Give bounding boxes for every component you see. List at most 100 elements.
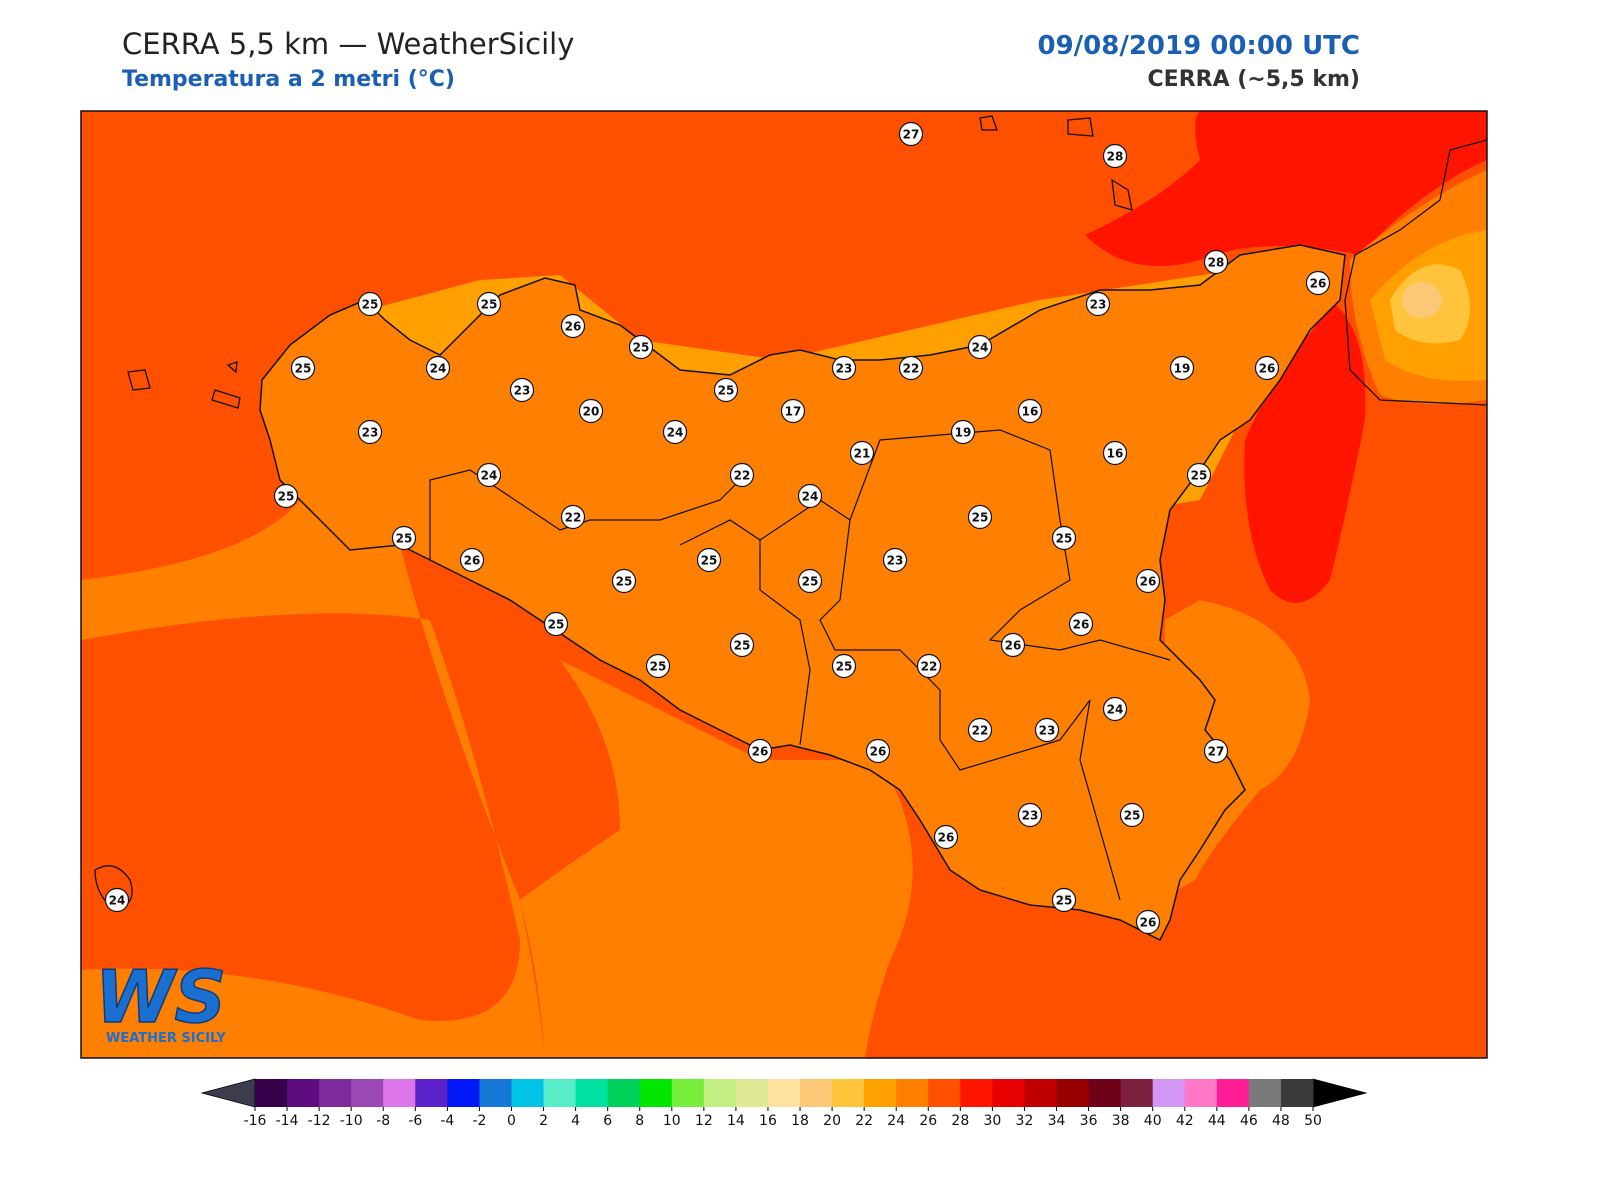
ionian-hot: [1244, 300, 1366, 603]
colorbar-swatch: [351, 1079, 384, 1107]
colorbar-tick-label: 30: [983, 1113, 1001, 1129]
sw-warm-sea: [81, 500, 545, 1058]
station-marker: [1203, 738, 1229, 764]
station-marker: [1034, 717, 1060, 743]
station-value: 24: [109, 894, 126, 908]
station-value: 16: [1107, 447, 1124, 461]
colorbar-swatch: [703, 1079, 737, 1107]
station-marker: [543, 611, 569, 637]
logo-text: WEATHER SICILY: [106, 1031, 226, 1046]
station-marker: [1305, 270, 1331, 296]
datetime: 09/08/2019 00:00 UTC: [1037, 31, 1360, 61]
colorbar-tick-label: 38: [1112, 1113, 1130, 1129]
colorbar-swatch: [639, 1079, 673, 1107]
station-marker: [729, 462, 755, 488]
station-marker: [898, 121, 924, 147]
station-value: 19: [955, 426, 972, 440]
calabria-coast: [1344, 139, 1487, 406]
colorbar-tick-label: 4: [571, 1113, 580, 1129]
station-marker: [882, 547, 908, 573]
colorbar-swatch: [415, 1079, 448, 1107]
colorbar-tick-label: 50: [1304, 1113, 1322, 1129]
colorbar-swatch: [671, 1079, 705, 1107]
colorbar-tick-label: 44: [1208, 1113, 1226, 1129]
colorbar-swatch: [928, 1079, 961, 1107]
station-marker: [780, 398, 806, 424]
station-marker: [1102, 143, 1128, 169]
colorbar-swatch: [479, 1079, 512, 1107]
station-value: 20: [583, 405, 600, 419]
colorbar: -16 -14 -12 -10 -8 -6 -4 -2 0 2 4 6 8 10 12 14 16 18 20 22 2…: [200, 1078, 1368, 1129]
station-marker: [645, 653, 671, 679]
station-marker: [425, 355, 451, 381]
subtitle: Temperatura a 2 metri (°C): [122, 67, 455, 92]
station-marker: [357, 419, 383, 445]
map: 27 28 28 26 25 25 26 25 25 24 25 23 22 24 23 19 26 23 20 17…: [81, 111, 1487, 1058]
colorbar-tick-label: 42: [1176, 1113, 1194, 1129]
station-value: 25: [362, 298, 379, 312]
colorbar-swatch: [832, 1079, 865, 1107]
station-marker: [1135, 909, 1161, 935]
station-marker: [967, 334, 993, 360]
colorbar-swatch: [287, 1079, 320, 1107]
colorbar-tick-label: 8: [635, 1113, 644, 1129]
colorbar-tick-label: 40: [1144, 1113, 1162, 1129]
station-marker: [611, 568, 637, 594]
colorbar-tick-label: -12: [308, 1113, 331, 1129]
station-marker: [849, 440, 875, 466]
station-marker: [916, 653, 942, 679]
colorbar-swatch: [447, 1079, 480, 1107]
station-marker: [1169, 355, 1195, 381]
station-marker: [391, 525, 417, 551]
station-value: 28: [1208, 256, 1225, 270]
station-marker: [290, 355, 316, 381]
colorbar-tick-label: -10: [340, 1113, 363, 1129]
colorbar-tick-label: 6: [603, 1113, 612, 1129]
colorbar-swatch: [992, 1079, 1025, 1107]
station-value: 24: [972, 341, 989, 355]
station-value: 24: [430, 362, 447, 376]
calabria-cooler: [1402, 282, 1442, 318]
colorbar-tick-label: 36: [1080, 1113, 1098, 1129]
station-marker: [865, 738, 891, 764]
station-value: 25: [802, 575, 819, 589]
station-value: 21: [854, 447, 871, 461]
station-marker: [662, 419, 688, 445]
station-marker: [831, 653, 857, 679]
station-value: 25: [1191, 469, 1208, 483]
station-value: 23: [887, 554, 904, 568]
station-value: 23: [1022, 809, 1039, 823]
colorbar-swatch: [1280, 1079, 1314, 1107]
colorbar-tick-label: -16: [244, 1113, 267, 1129]
station-marker: [578, 398, 604, 424]
station-value: 26: [1140, 575, 1157, 589]
station-value: 19: [1174, 362, 1191, 376]
station-marker: [1254, 355, 1280, 381]
colorbar-tick-label: 32: [1016, 1113, 1034, 1129]
colorbar-swatch: [800, 1079, 833, 1107]
colorbar-tick-label: 48: [1272, 1113, 1290, 1129]
colorbar-tick-label: -4: [440, 1113, 454, 1129]
station-value: 26: [870, 745, 887, 759]
map-frame: [80, 110, 1488, 1059]
station-marker: [104, 887, 130, 913]
station-value: 25: [1056, 532, 1073, 546]
colorbar-tick-label: 16: [759, 1113, 777, 1129]
station-value: 26: [1310, 277, 1327, 291]
station-marker: [1017, 802, 1043, 828]
station-marker: [1119, 802, 1145, 828]
station-value: 23: [1090, 298, 1107, 312]
station-value: 25: [972, 511, 989, 525]
station-value: 22: [734, 469, 751, 483]
station-value: 26: [1005, 639, 1022, 653]
colorbar-swatch: [960, 1079, 993, 1107]
station-value: 22: [903, 362, 920, 376]
station-value: 25: [734, 639, 751, 653]
logo-mark: WS: [95, 955, 226, 1039]
colorbar-tick-label: 46: [1240, 1113, 1258, 1129]
colorbar-swatch: [607, 1079, 641, 1107]
station-value: 24: [802, 490, 819, 504]
station-value: 23: [514, 384, 531, 398]
station-value: 24: [667, 426, 684, 440]
